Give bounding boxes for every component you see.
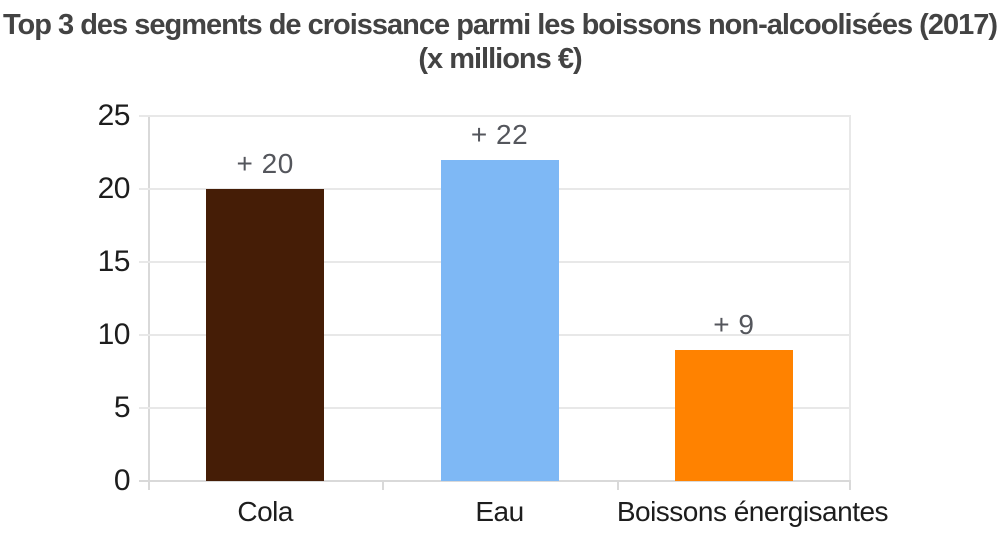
x-axis-tick [382, 481, 385, 490]
bar-boissons-energisantes [674, 350, 793, 481]
x-axis-tick [849, 481, 851, 490]
x-axis-label-boissons-energisantes: Boissons énergisantes [616, 496, 889, 527]
y-axis-tick-label-15: 15 [97, 245, 131, 278]
x-axis-tick [148, 481, 150, 490]
plot-right-border [849, 116, 851, 481]
gridline-y0 [139, 480, 851, 482]
bar-eau [440, 160, 559, 481]
value-label-cola: + 20 [236, 148, 294, 179]
gridline-y25 [139, 115, 851, 117]
value-label-eau: + 22 [470, 119, 529, 150]
y-axis-tick-label-5: 5 [113, 391, 131, 424]
value-label-boissons-energisantes: + 9 [713, 309, 755, 340]
x-axis-label-cola: Cola [237, 496, 293, 527]
chart-title-line2: (x millions €) [418, 43, 582, 75]
chart-title: Top 3 des segments de croissance parmi l… [0, 8, 1000, 76]
plot-area: 0 5 10 15 20 25 + 20 + 22 + 9 Cola Eau Boissons é… [98, 99, 889, 527]
y-axis-tick-label-20: 20 [97, 172, 131, 205]
y-axis-tick-label-25: 25 [97, 99, 131, 132]
chart-title-line1: Top 3 des segments de croissance parmi l… [2, 9, 998, 41]
y-axis-tick-label-10: 10 [97, 318, 131, 351]
x-axis-tick [616, 481, 619, 490]
y-axis-tick-label-0: 0 [113, 464, 131, 497]
x-axis-label-eau: Eau [475, 496, 524, 527]
bar-cola [206, 189, 325, 481]
y-axis-line [148, 116, 150, 490]
